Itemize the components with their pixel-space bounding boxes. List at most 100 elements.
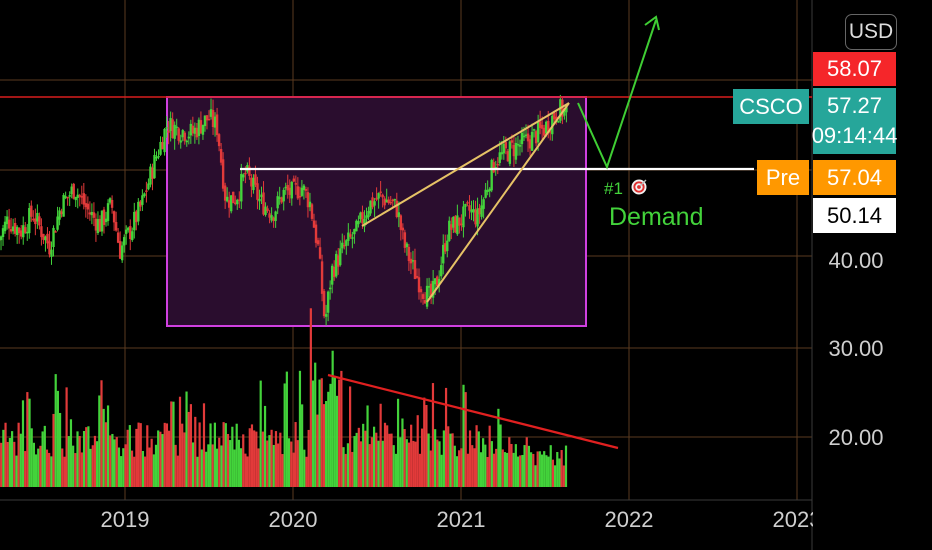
volume-bar xyxy=(37,448,40,487)
volume-bar xyxy=(503,452,507,487)
volume-bar xyxy=(355,432,358,487)
volume-bar xyxy=(272,444,275,487)
candle-body xyxy=(351,237,354,239)
candle-body xyxy=(20,230,23,237)
candle-body xyxy=(30,205,33,217)
volume-bar xyxy=(213,422,216,487)
volume-bar xyxy=(124,444,127,487)
volume-bar xyxy=(48,452,51,487)
candle-body xyxy=(522,135,526,138)
candle-body xyxy=(347,232,350,241)
candle-body xyxy=(258,198,261,202)
candle-body xyxy=(411,260,415,262)
projection-path xyxy=(577,19,657,170)
candle-body xyxy=(227,200,231,208)
candle-body xyxy=(262,192,265,215)
volume-bar xyxy=(353,436,356,487)
volume-bar xyxy=(246,456,249,487)
volume-bar xyxy=(277,443,280,487)
candle-body xyxy=(322,290,326,317)
volume-bar xyxy=(211,444,214,487)
candle-body xyxy=(468,205,471,211)
candle-body xyxy=(547,120,550,134)
volume-bar xyxy=(351,451,354,487)
volume-bar xyxy=(527,445,531,487)
volume-bar xyxy=(191,442,195,487)
candle-body xyxy=(234,202,237,205)
volume-bar xyxy=(52,413,55,487)
volume-bar xyxy=(133,456,136,487)
volume-bar xyxy=(261,431,264,487)
volume-bar xyxy=(259,380,262,487)
volume-bar xyxy=(231,426,234,487)
volume-bar xyxy=(102,408,105,487)
candle-body xyxy=(127,227,130,231)
volume-bar xyxy=(320,378,323,487)
price-candles xyxy=(0,94,568,326)
last-price-tag: 57.27 09:14:44 xyxy=(812,88,897,154)
candle-body xyxy=(64,196,67,198)
volume-bar xyxy=(536,451,539,487)
volume-bar xyxy=(338,379,341,487)
volume-bar xyxy=(390,433,393,487)
volume-bar xyxy=(427,433,430,487)
volume-bar xyxy=(301,404,304,487)
volume-bar xyxy=(198,422,201,487)
candle-body xyxy=(108,198,112,203)
volume-bar xyxy=(551,459,555,487)
candle-body xyxy=(68,195,71,197)
volume-bar xyxy=(172,401,175,487)
candle-body xyxy=(217,134,221,147)
candle-body xyxy=(296,186,300,199)
volume-bar xyxy=(418,453,421,487)
candle-body xyxy=(191,125,195,134)
candle-body xyxy=(367,210,370,218)
currency-button[interactable]: USD xyxy=(845,14,897,50)
candle-body xyxy=(106,203,110,221)
volume-bar xyxy=(150,438,153,487)
candle-body xyxy=(157,155,160,158)
candle-body xyxy=(163,128,166,153)
candle-body xyxy=(377,193,380,199)
candle-body xyxy=(34,218,37,225)
volume-bar xyxy=(8,437,12,487)
candle-body xyxy=(512,144,516,157)
volume-bar xyxy=(74,453,77,487)
volume-bar xyxy=(168,430,171,487)
candle-body xyxy=(88,212,92,215)
candle-body xyxy=(528,139,532,149)
candle-body xyxy=(413,260,417,279)
candle-body xyxy=(397,212,401,218)
volume-bar xyxy=(473,448,476,487)
volume-bar xyxy=(466,453,469,487)
volume-bar xyxy=(314,362,317,487)
volume-bar xyxy=(383,422,387,487)
volume-bar xyxy=(287,438,291,487)
volume-bar xyxy=(115,437,118,487)
symbol-tag[interactable]: CSCO xyxy=(733,89,809,124)
volume-bar xyxy=(549,445,552,487)
candle-body xyxy=(561,99,564,117)
candle-body xyxy=(532,129,536,131)
volume-bar xyxy=(492,453,496,487)
volume-bar xyxy=(279,432,282,487)
volume-bar xyxy=(106,405,110,487)
volume-bar xyxy=(144,456,147,487)
volume-bar xyxy=(516,456,520,487)
volume-bar xyxy=(248,428,251,487)
volume-bar xyxy=(126,429,129,487)
candle-body xyxy=(371,197,374,208)
candle-body xyxy=(470,209,473,213)
volume-bar xyxy=(207,444,210,487)
volume-bar xyxy=(335,395,339,487)
candle-body xyxy=(137,201,140,222)
volume-bar xyxy=(464,392,467,487)
candle-body xyxy=(478,208,481,215)
candle-body xyxy=(421,294,425,299)
x-tick-label: 2022 xyxy=(605,507,654,532)
candle-body xyxy=(502,144,506,154)
candle-body xyxy=(292,178,296,182)
candle-body xyxy=(78,195,81,197)
candle-body xyxy=(506,151,510,162)
